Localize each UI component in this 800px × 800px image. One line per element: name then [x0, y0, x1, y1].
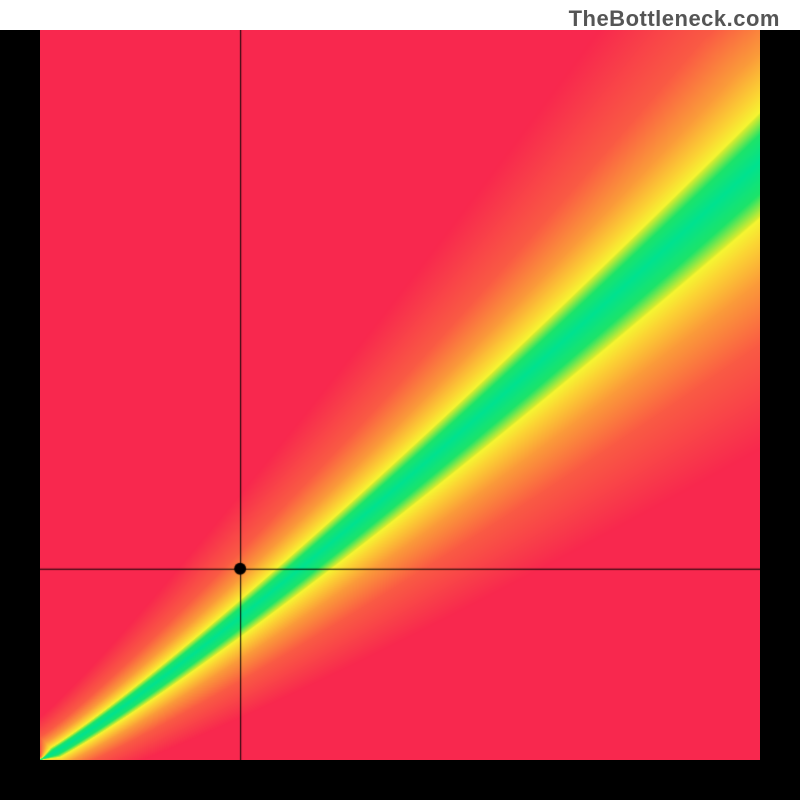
chart-border [0, 30, 800, 800]
bottleneck-heatmap [40, 30, 760, 760]
heatmap-container [40, 30, 760, 760]
watermark-text: TheBottleneck.com [569, 6, 780, 32]
